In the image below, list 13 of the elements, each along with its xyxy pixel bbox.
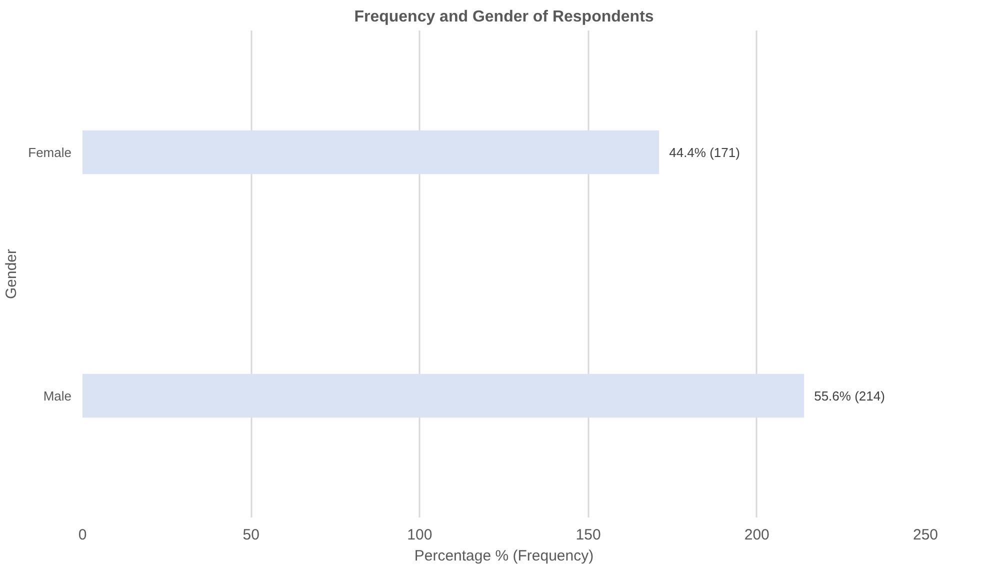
x-tick-label: 200: [744, 526, 770, 544]
y-tick-label: Female: [28, 144, 72, 160]
y-axis-title: Gender: [3, 248, 20, 300]
data-label: 55.6% (214): [814, 388, 885, 404]
data-label: 44.4% (171): [669, 144, 740, 160]
x-tick-label: 250: [912, 526, 938, 544]
y-tick-label: Male: [43, 388, 72, 404]
x-tick-label: 100: [407, 526, 432, 544]
x-tick-label: 50: [242, 526, 260, 544]
x-tick-label: 150: [576, 526, 601, 544]
chart-title: Frequency and Gender of Respondents: [354, 8, 654, 26]
x-axis-title: Percentage % (Frequency): [414, 548, 594, 564]
x-tick-label: 0: [78, 526, 87, 544]
